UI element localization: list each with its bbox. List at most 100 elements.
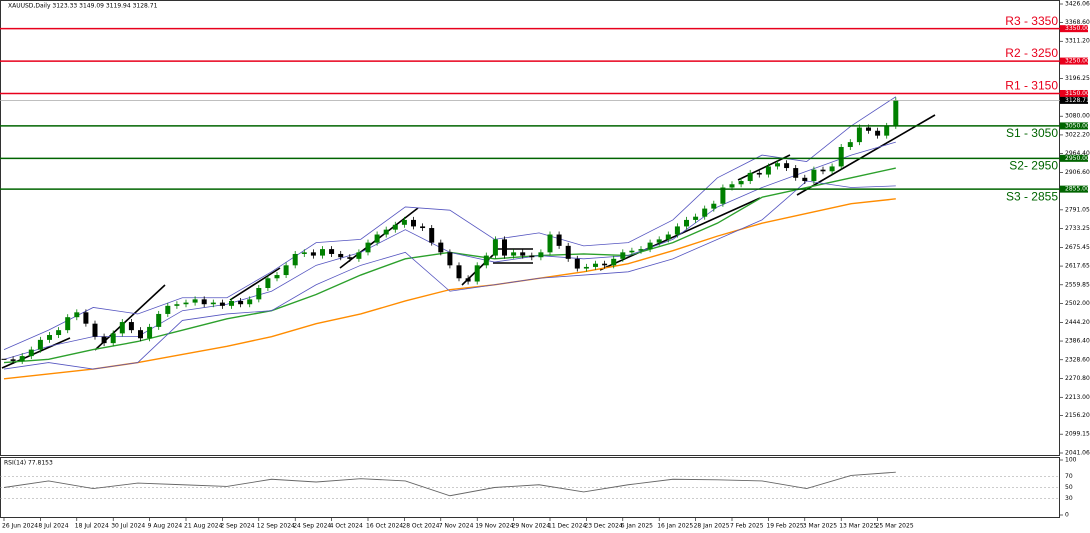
- x-tick-label: 8 Jul 2024: [38, 523, 68, 530]
- candle: [192, 299, 198, 303]
- candle: [447, 252, 453, 266]
- level-tag-label: 2855.00: [1065, 186, 1090, 193]
- x-tick-label: 29 Nov 2024: [512, 523, 551, 530]
- candle: [811, 169, 817, 182]
- rsi-tick-label: 100: [1065, 457, 1077, 464]
- candle: [401, 219, 407, 225]
- candle: [10, 359, 16, 361]
- level-tag-label: 3150.00: [1065, 90, 1090, 97]
- candle: [620, 252, 626, 259]
- x-tick-label: 16 Jan 2025: [657, 523, 693, 530]
- y-tick-label: 2502.00: [1065, 300, 1090, 307]
- x-tick-label: 26 Jun 2024: [2, 523, 38, 530]
- y-tick-label: 2156.20: [1065, 412, 1090, 419]
- y-tick-label: 2791.05: [1065, 206, 1090, 213]
- rsi-tick-label: 30: [1065, 495, 1073, 502]
- candle: [219, 302, 225, 306]
- candle: [693, 216, 699, 220]
- candle: [420, 226, 426, 229]
- candle: [320, 249, 325, 256]
- candle: [19, 356, 25, 361]
- y-tick-label: 3080.00: [1065, 113, 1090, 120]
- candle: [238, 300, 244, 305]
- y-tick-label: 2386.40: [1065, 338, 1090, 345]
- candle: [511, 252, 517, 256]
- candle: [847, 142, 853, 147]
- candle: [174, 304, 180, 306]
- candle: [711, 203, 717, 209]
- candle: [247, 299, 253, 305]
- price-panel: [0, 0, 1060, 456]
- candle: [183, 302, 189, 305]
- candle: [574, 258, 580, 269]
- x-tick-label: 13 Mar 2025: [839, 523, 877, 530]
- candle: [138, 330, 143, 339]
- candle: [856, 127, 862, 143]
- candle: [638, 249, 644, 251]
- x-tick-label: 28 Oct 2024: [402, 523, 439, 530]
- y-tick-label: 2041.06: [1065, 450, 1090, 457]
- candle: [529, 255, 535, 258]
- candle: [684, 219, 689, 227]
- candle: [156, 313, 162, 327]
- level-tag: [1060, 185, 1088, 193]
- candle: [556, 234, 562, 246]
- candle: [602, 263, 608, 266]
- y-tick-label: 2099.15: [1065, 431, 1090, 438]
- level-tag-label: 3250.00: [1065, 58, 1090, 65]
- x-tick-label: 19 Feb 2025: [766, 523, 804, 530]
- y-tick-label: 3426.06: [1065, 1, 1090, 8]
- level-tag-label: 2950.00: [1065, 155, 1090, 162]
- candle: [674, 226, 680, 235]
- candle: [775, 163, 780, 167]
- candle: [656, 239, 662, 243]
- candle: [438, 242, 444, 253]
- candle: [356, 252, 362, 259]
- rsi-tick-label: 70: [1065, 473, 1073, 480]
- level-tag: [1060, 122, 1088, 130]
- x-tick-label: 3 Mar 2025: [803, 523, 837, 530]
- candle: [37, 339, 43, 350]
- candle: [784, 163, 790, 169]
- candle: [265, 278, 271, 289]
- candle: [392, 224, 398, 230]
- level-label: R1 - 3150: [1005, 79, 1058, 93]
- candle: [374, 234, 380, 243]
- candle: [74, 312, 80, 318]
- level-label: S1 - 3050: [1006, 126, 1058, 140]
- rsi-title: RSI(14) 77.8153: [4, 460, 53, 467]
- y-tick-label: 3368.60: [1065, 19, 1090, 26]
- candle: [765, 166, 771, 175]
- x-tick-label: 18 Jul 2024: [75, 523, 109, 530]
- candle: [647, 242, 653, 250]
- y-tick-label: 2733.25: [1065, 225, 1090, 232]
- candle: [28, 349, 34, 357]
- candle: [538, 252, 544, 258]
- candle: [201, 299, 207, 305]
- y-tick-label: 3022.20: [1065, 131, 1090, 138]
- y-tick-label: 3196.25: [1065, 75, 1090, 82]
- candle: [365, 242, 371, 253]
- y-tick-label: 2559.85: [1065, 281, 1090, 288]
- candle: [347, 257, 353, 259]
- candle: [329, 249, 335, 254]
- candle: [283, 265, 289, 276]
- y-tick-label: 3311.20: [1065, 38, 1090, 45]
- candle: [465, 278, 471, 282]
- candle: [301, 252, 307, 254]
- candle: [729, 184, 735, 188]
- candle: [820, 169, 826, 172]
- indicator-line: [3, 96, 897, 350]
- candle: [829, 166, 835, 172]
- candle: [128, 322, 134, 331]
- y-tick-label: 2964.40: [1065, 150, 1090, 157]
- candle: [256, 288, 262, 300]
- candle: [411, 219, 416, 227]
- trendline: [229, 267, 281, 301]
- last-price-label: 3128.71: [1065, 97, 1090, 104]
- candle: [338, 253, 344, 258]
- candle: [492, 239, 498, 256]
- candle: [65, 317, 71, 331]
- x-tick-label: 25 Mar 2025: [876, 523, 914, 530]
